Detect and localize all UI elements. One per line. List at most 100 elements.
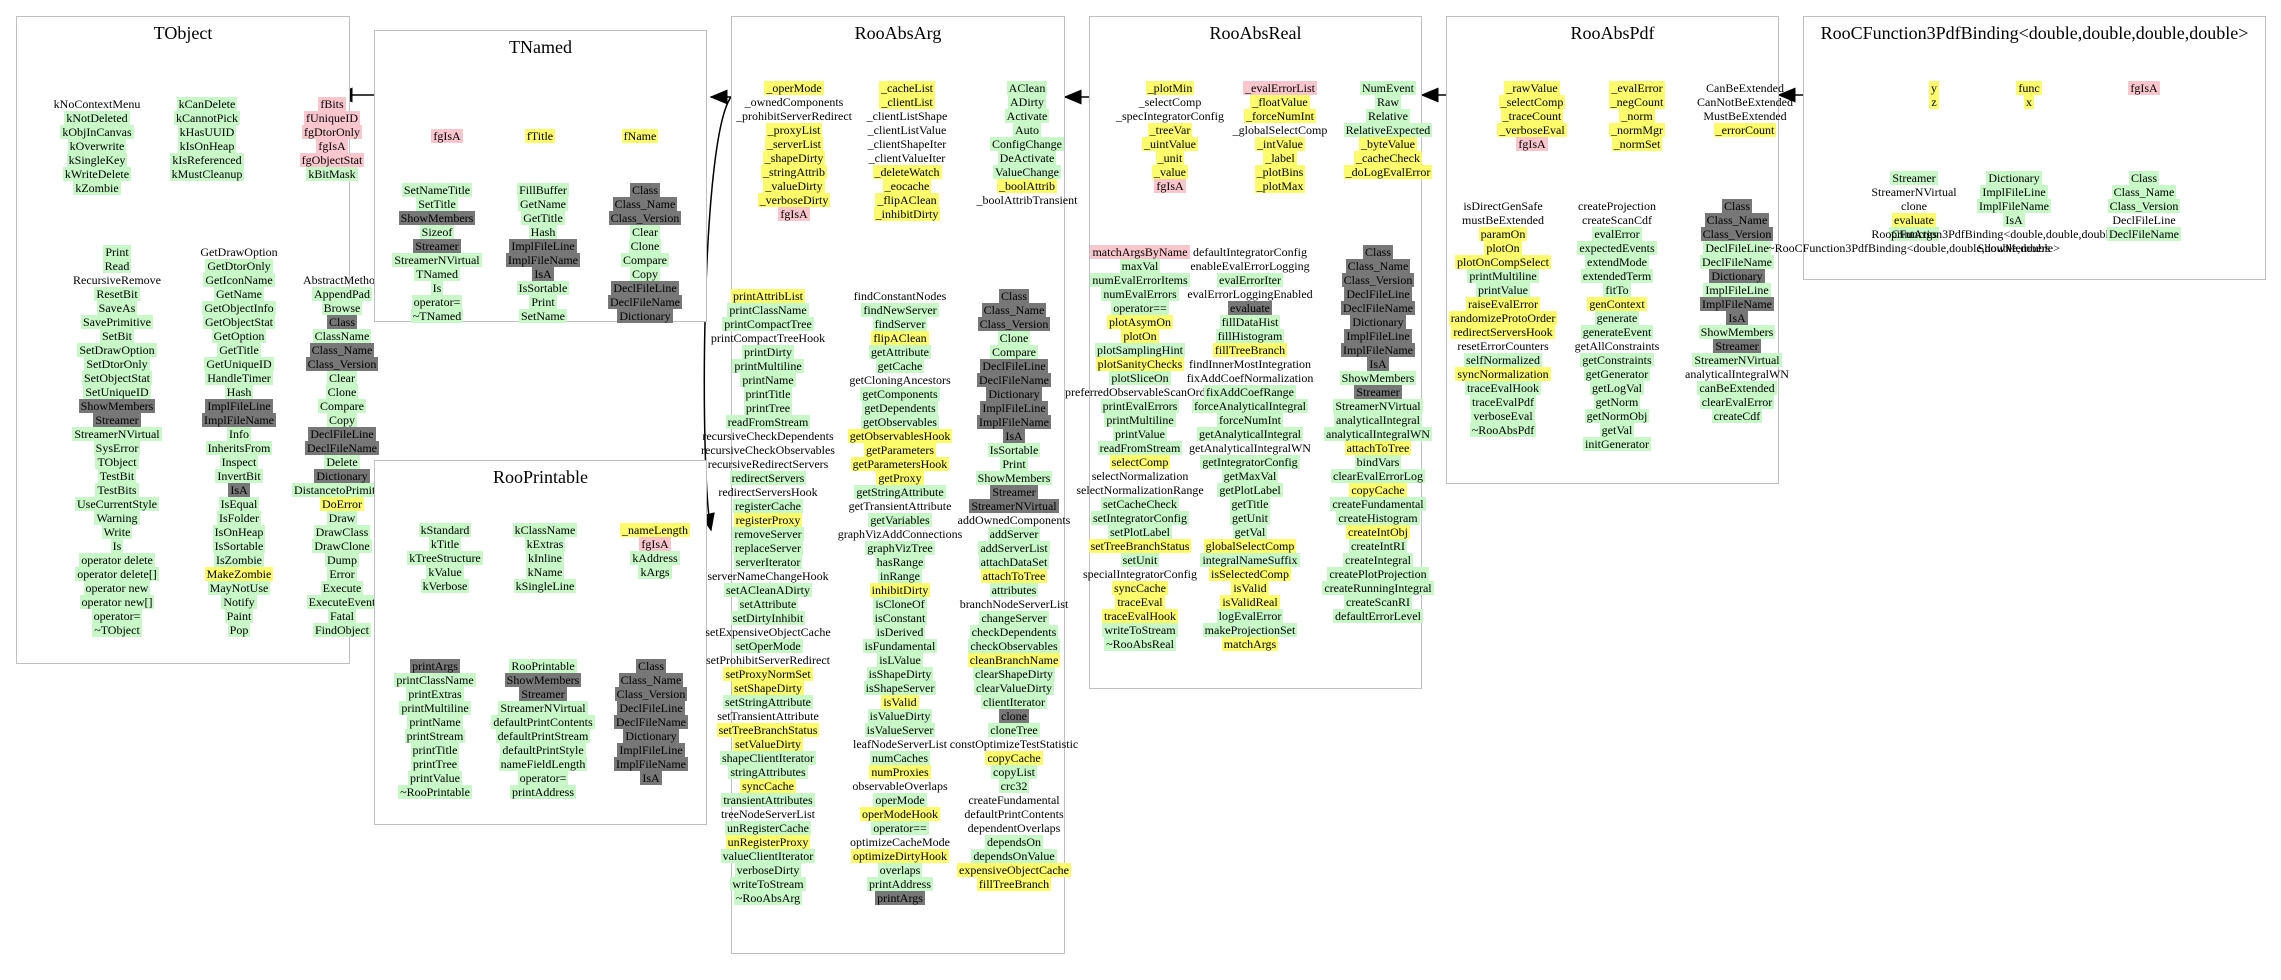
method-label: numEvalErrorItems <box>1090 273 1190 287</box>
method-label: ~TObject <box>92 623 142 637</box>
method-label: createIntRI <box>1349 539 1407 553</box>
method-label: ShowMembers <box>1339 371 1417 385</box>
method-label: ImplFileLine <box>509 239 577 253</box>
method-label: printMultiline <box>732 359 804 373</box>
method-label: DeclFileLine <box>980 359 1048 373</box>
method-column-1: Print Read RecursiveRemove ResetBit SaveAs Sa… <box>67 245 167 637</box>
method-label: Class <box>1721 199 1752 213</box>
member-label: kIsOnHeap <box>177 139 237 153</box>
method-label: getVal <box>1232 525 1268 539</box>
method-label: specialIntegratorConfig <box>1083 567 1197 581</box>
method-label: makeProjectionSet <box>1202 623 1298 637</box>
member-label: _verboseDirty <box>757 193 831 207</box>
member-label: CanBeExtended <box>1706 81 1784 95</box>
method-label: expectedEvents <box>1577 241 1657 255</box>
method-label: forceNumInt <box>1217 413 1283 427</box>
method-label: matchArgsByName <box>1090 245 1190 259</box>
member-column-1: kStandard kTitle kTreeStructure kValue kVerb… <box>395 523 495 593</box>
method-label: getObservablesHook <box>847 429 953 443</box>
member-label: kNotDeleted <box>64 111 130 125</box>
method-label: printValue <box>1113 427 1167 441</box>
method-label: printName <box>407 715 463 729</box>
method-label: traceEvalHook <box>1465 381 1541 395</box>
method-label: dependsOn <box>985 835 1043 849</box>
method-label: getParametersHook <box>850 457 950 471</box>
method-label: Streamer <box>519 687 567 701</box>
method-label: printAttribList <box>731 289 805 303</box>
method-label: printCompactTreeHook <box>710 331 826 345</box>
method-label: extendMode <box>1585 255 1649 269</box>
method-label: optimizeDirtyHook <box>851 849 949 863</box>
member-column-3: fgIsA <box>2094 81 2194 95</box>
method-label: ShowMembers <box>78 399 156 413</box>
method-label: Class_Name <box>612 197 678 211</box>
class-box-rooabspdf: RooAbsPdf _rawValue _selectComp _traceCount… <box>1446 16 1793 484</box>
method-label: printArgs <box>1889 227 1939 241</box>
method-label: initGenerator <box>1583 437 1651 451</box>
member-label: ConfigChange <box>990 137 1064 151</box>
method-label: Clear <box>630 225 660 239</box>
method-label: ~TNamed <box>410 309 464 323</box>
method-label: plotOn <box>1484 241 1522 255</box>
member-label: kValue <box>426 565 464 579</box>
class-box-rooprintable: RooPrintable kStandard kTitle kTreeStructur… <box>374 460 707 825</box>
method-label: getIntegratorConfig <box>1200 455 1300 469</box>
member-label: kClassName <box>512 523 578 537</box>
method-label: optimizeCacheMode <box>850 835 950 849</box>
method-label: generate <box>1594 311 1640 325</box>
method-label: setACleanADirty <box>724 583 812 597</box>
method-label: ExecuteEvent <box>306 595 378 609</box>
method-label: plotOn <box>1121 329 1159 343</box>
method-label: ClassName <box>312 329 372 343</box>
method-label: serverNameChangeHook <box>707 569 829 583</box>
method-label: IsA <box>1367 357 1389 371</box>
method-label: operator new[] <box>79 595 155 609</box>
method-label: getMaxVal <box>1221 469 1279 483</box>
method-label: ImplFileName <box>506 253 580 267</box>
method-label: Is <box>430 281 444 295</box>
method-label: getAttribute <box>869 345 931 359</box>
method-label: replaceServer <box>733 541 803 555</box>
member-column-2: kCanDelete kCannotPick kHasUUID kIsOnHeap kI… <box>157 97 257 181</box>
method-label: operator= <box>517 771 569 785</box>
method-label: createScanRI <box>1344 595 1412 609</box>
method-label: Fatal <box>328 609 356 623</box>
method-label: defaultPrintStyle <box>500 743 586 757</box>
member-label: kOverwrite <box>67 139 127 153</box>
method-label: Dictionary <box>986 387 1042 401</box>
method-label: defaultIntegratorConfig <box>1193 245 1307 259</box>
method-label: Streamer <box>93 413 141 427</box>
method-label: ShowMembers <box>504 673 582 687</box>
method-label: printStream <box>404 729 466 743</box>
method-label: SetDrawOption <box>77 343 157 357</box>
method-label: registerCache <box>733 499 803 513</box>
method-label: unRegisterCache <box>725 821 811 835</box>
member-label: _rawValue <box>1504 81 1560 95</box>
method-label: Clone <box>997 331 1031 345</box>
member-label: kZombie <box>73 181 121 195</box>
method-label: createProjection <box>1578 199 1656 213</box>
method-label: GetOption <box>211 329 267 343</box>
method-label: ResetBit <box>94 287 140 301</box>
method-label: createIntegral <box>1343 553 1413 567</box>
method-label: integralNameSuffix <box>1200 553 1300 567</box>
method-label: Dump <box>325 553 359 567</box>
method-label: logEvalError <box>1216 609 1284 623</box>
method-label: transientAttributes <box>721 793 815 807</box>
method-label: plotAsymOn <box>1106 315 1173 329</box>
method-label: writeToStream <box>1102 623 1178 637</box>
method-label: GetDtorOnly <box>205 259 273 273</box>
method-label: createPlotProjection <box>1327 567 1429 581</box>
method-label: getUnit <box>1230 511 1270 525</box>
method-label: ImplFileName <box>1977 199 2051 213</box>
method-label: Class_Name <box>2111 185 2177 199</box>
method-label: fillDataHist <box>1219 315 1281 329</box>
method-label: GetIconName <box>203 273 275 287</box>
method-label: Notify <box>221 595 257 609</box>
member-label: AClean <box>1006 81 1048 95</box>
method-label: cleanBranchName <box>967 653 1061 667</box>
method-label: defaultErrorLevel <box>1333 609 1423 623</box>
member-label: func <box>2016 81 2042 95</box>
method-label: operModeHook <box>860 807 940 821</box>
method-label: evalErrorLoggingEnabled <box>1187 287 1313 301</box>
